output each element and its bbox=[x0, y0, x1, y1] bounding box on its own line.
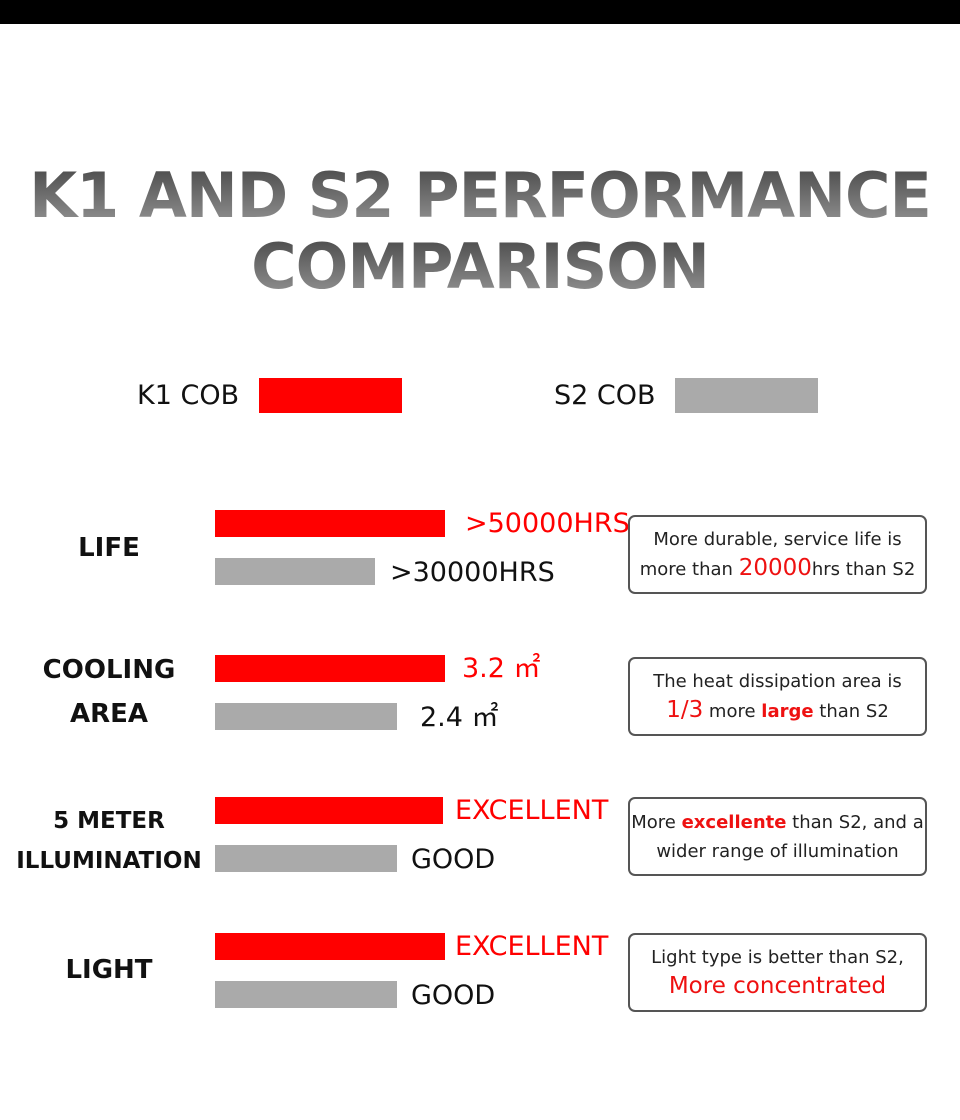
row-label: AREA bbox=[69, 699, 149, 729]
row-label: LIGHT bbox=[65, 955, 153, 985]
note-line: More excellente than S2, and a bbox=[631, 808, 924, 837]
note-text: Light type is better than S2, bbox=[651, 947, 904, 968]
note-text: more than bbox=[639, 559, 739, 580]
note-text: wider range of illumination bbox=[656, 840, 899, 862]
note-text: More concentrated bbox=[668, 973, 887, 999]
note-text: hrs than S2 bbox=[811, 559, 916, 580]
note-text: The heat dissipation area is bbox=[653, 671, 902, 692]
note-text: than S2 bbox=[813, 701, 889, 722]
legend-swatch bbox=[259, 378, 402, 413]
s2-bar bbox=[215, 845, 397, 872]
k1-value: EXCELLENT bbox=[455, 931, 609, 962]
note-line: more than 20000hrs than S2 bbox=[640, 554, 916, 584]
note-line: More durable, service life is bbox=[653, 525, 901, 554]
k1-bar bbox=[215, 655, 445, 682]
note-text: More bbox=[631, 811, 682, 833]
note-line: The heat dissipation area is bbox=[653, 667, 902, 696]
title: K1 AND S2 PERFORMANCE bbox=[0, 160, 960, 232]
s2-value: >30000HRS bbox=[390, 557, 555, 588]
title: COMPARISON bbox=[0, 231, 960, 303]
legend-swatch bbox=[675, 378, 818, 413]
k1-bar bbox=[215, 797, 443, 824]
s2-value: GOOD bbox=[411, 980, 496, 1011]
k1-value: >50000HRS bbox=[465, 508, 630, 539]
top-bar bbox=[0, 0, 960, 24]
row-label: 5 METER bbox=[53, 808, 165, 834]
note-box: Light type is better than S2, More concen… bbox=[628, 933, 927, 1012]
row-label: COOLING bbox=[42, 655, 176, 685]
note-line: wider range of illumination bbox=[656, 837, 898, 866]
k1-value: 3.2 ㎡ bbox=[462, 653, 541, 684]
note-text: large bbox=[761, 701, 814, 722]
k1-bar bbox=[215, 510, 445, 537]
s2-value: GOOD bbox=[411, 844, 496, 875]
row-label: LIFE bbox=[78, 533, 140, 563]
note-text: 20000 bbox=[738, 555, 812, 581]
s2-bar bbox=[215, 703, 397, 730]
note-box: More durable, service life is more than 2… bbox=[628, 515, 927, 594]
legend-label: S2 COB bbox=[554, 380, 656, 411]
note-text: than S2, and a bbox=[786, 811, 924, 833]
note-line: 1/3 more large than S2 bbox=[666, 696, 889, 726]
row-label: ILLUMINATION bbox=[16, 848, 202, 874]
s2-bar bbox=[215, 558, 375, 585]
note-text: more bbox=[703, 701, 762, 722]
legend-label: K1 COB bbox=[137, 380, 240, 411]
note-line: More concentrated bbox=[669, 972, 886, 1002]
k1-value: EXCELLENT bbox=[455, 795, 609, 826]
s2-bar bbox=[215, 981, 397, 1008]
s2-value: 2.4 ㎡ bbox=[420, 702, 499, 733]
note-line: Light type is better than S2, bbox=[651, 943, 904, 972]
note-box: More excellente than S2, and a wider rang… bbox=[628, 797, 927, 876]
note-text: More durable, service life is bbox=[653, 529, 902, 550]
note-text: excellente bbox=[681, 811, 787, 833]
k1-bar bbox=[215, 933, 445, 960]
note-box: The heat dissipation area is 1/3 more lar… bbox=[628, 657, 927, 736]
note-text: 1/3 bbox=[666, 697, 704, 723]
